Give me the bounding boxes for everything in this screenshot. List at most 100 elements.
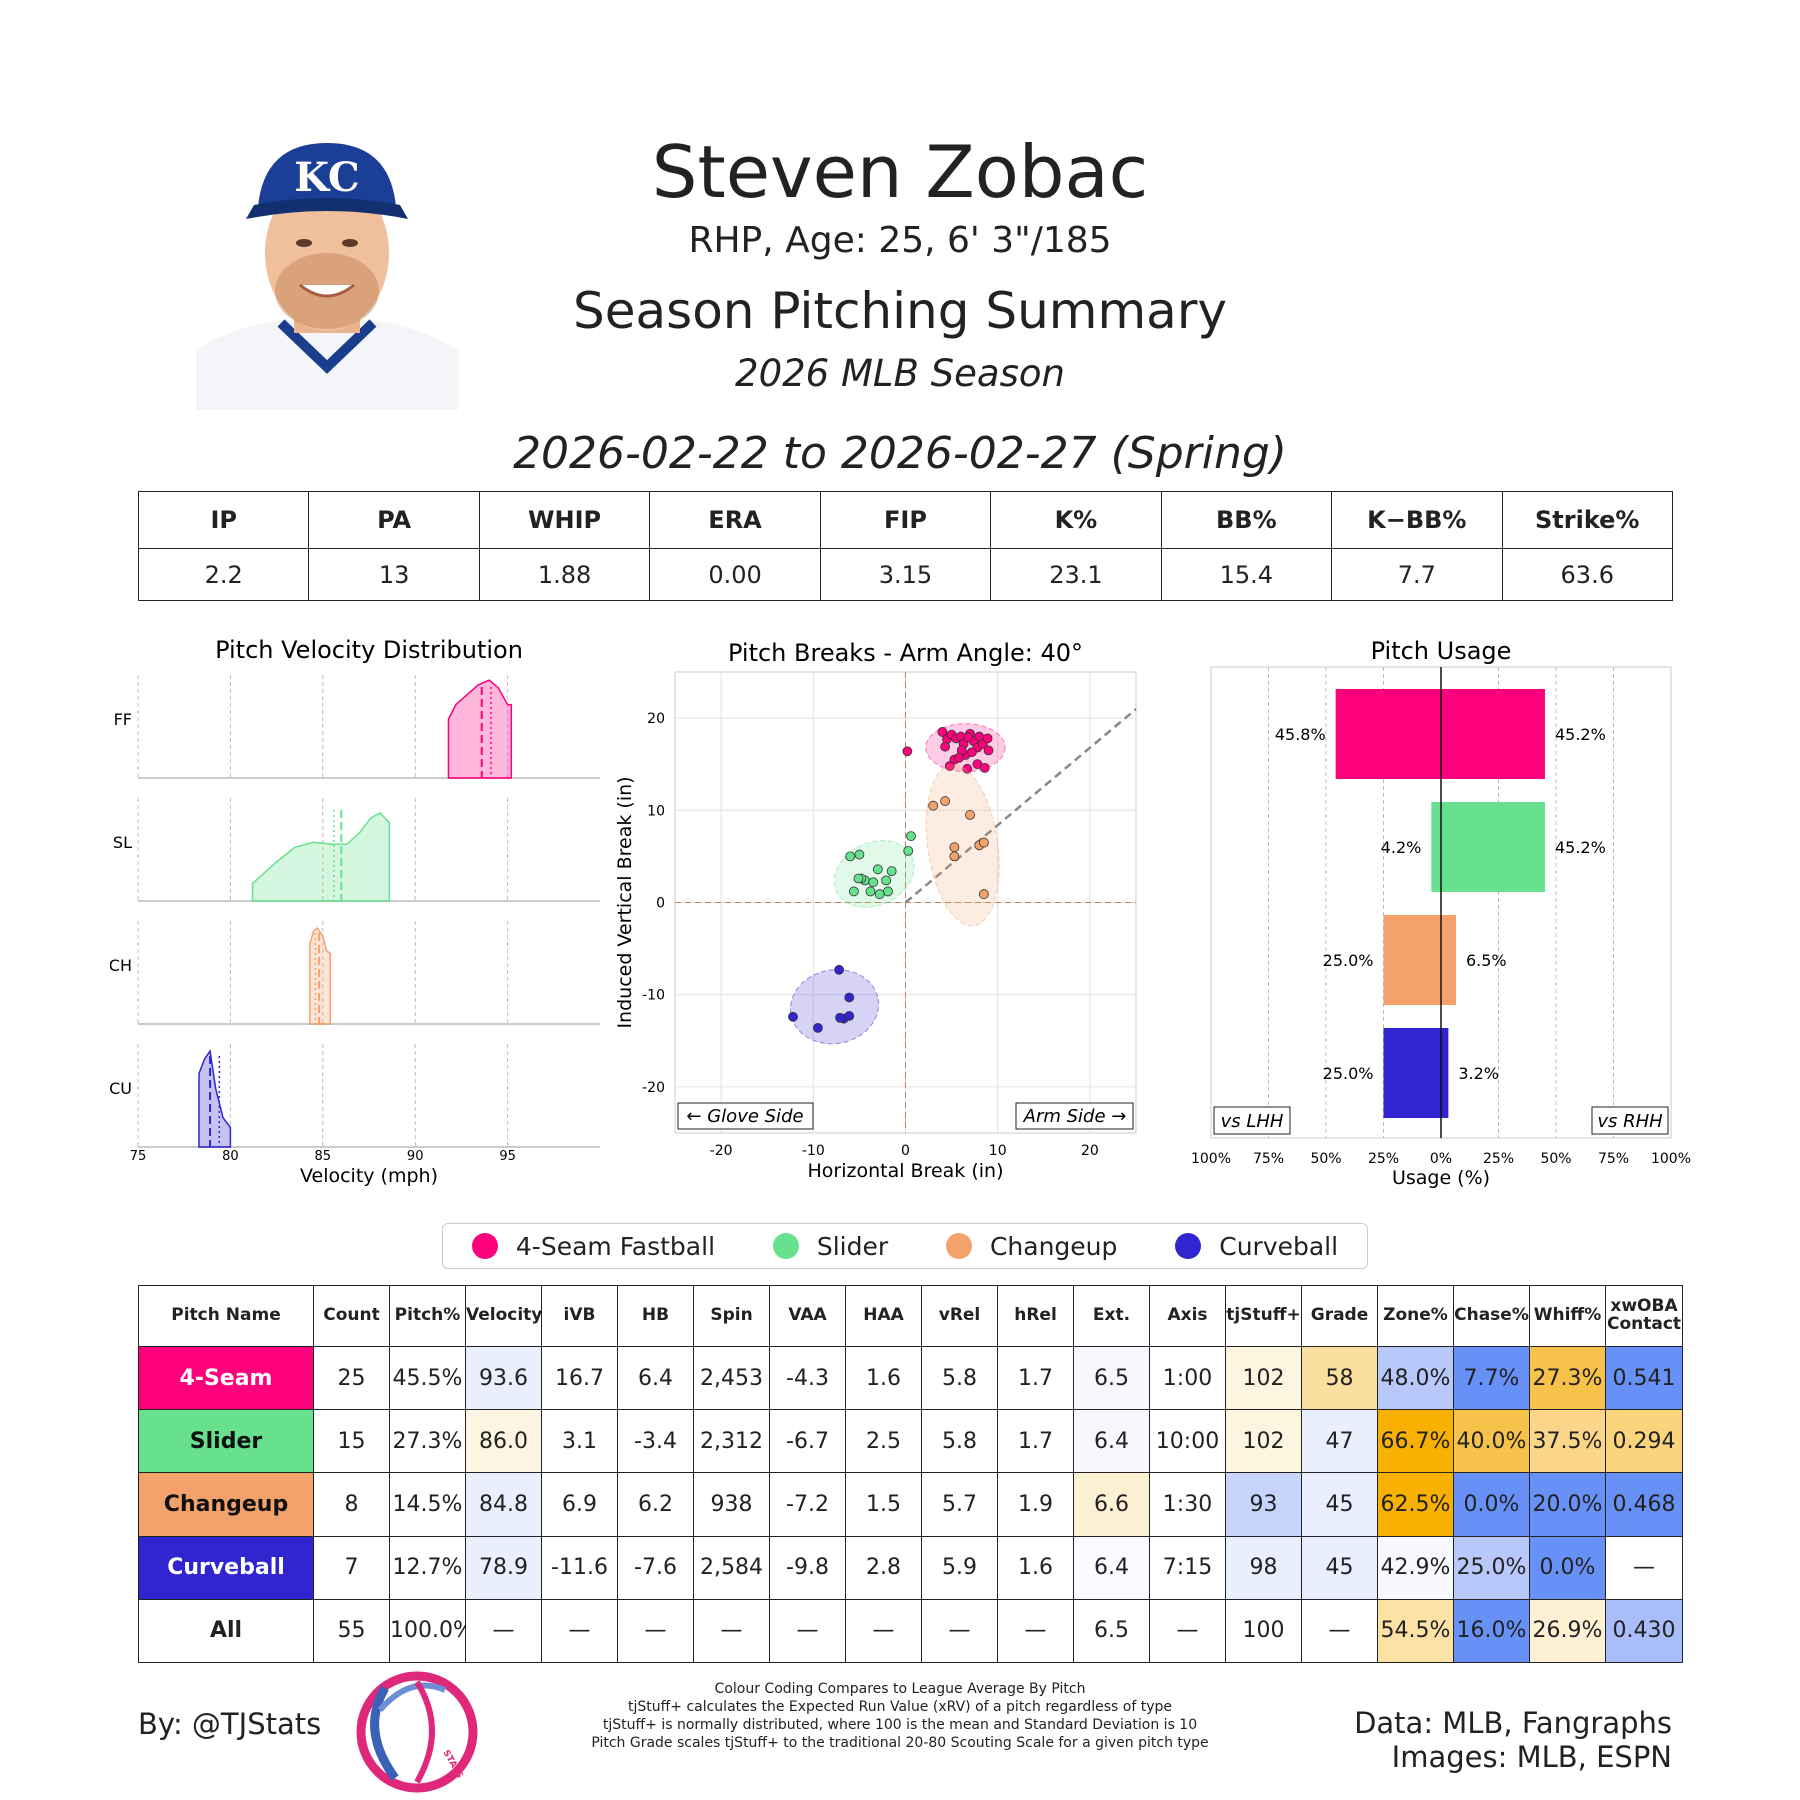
player-headshot: KC [196,135,458,410]
usage-label-lhh: 25.0% [1323,1064,1374,1083]
metric-cell: 37.5% [1529,1409,1606,1474]
pitch-row-sl: Slider 15 27.3% 86.0 3.1 -3.4 2,312 -6.7 2.5 5.8 1… [138,1409,1683,1474]
metric-cell: 16.0% [1453,1598,1530,1664]
data-credits: Data: MLB, Fangraphs Images: MLB, ESPN [1250,1706,1672,1774]
metric-cell: 62.5% [1377,1472,1454,1537]
break-point-cu [788,1011,798,1022]
metric-cell: 100 [1225,1598,1302,1664]
metric-cell: 6.5 [1073,1345,1150,1411]
pitch-name-cell: 4-Seam [138,1345,314,1411]
x-tick-label: 90 [407,1149,424,1164]
metric-cell: 2,312 [693,1409,770,1474]
column-header: Grade [1301,1285,1378,1347]
vs-lhh-label: vs LHH [1213,1106,1291,1135]
metric-cell: 6.6 [1073,1472,1150,1537]
metric-cell: 8 [313,1472,390,1537]
metric-cell: 58 [1301,1345,1378,1411]
metric-cell: 6.9 [541,1472,618,1537]
break-point-cu [844,1011,855,1021]
legend-label: Slider [816,1231,889,1261]
metric-cell: 1.7 [997,1409,1074,1474]
usage-label-lhh: 4.2% [1381,838,1422,857]
break-point-sl [853,873,864,884]
x-tick-label: 50% [1310,1151,1341,1167]
metric-cell: 25.0% [1453,1535,1530,1600]
metric-cell: 5.8 [921,1409,998,1474]
y-axis-label: Induced Vertical Break (in) [614,776,636,1028]
velocity-density-ff [447,679,513,779]
metric-cell: 0.430 [1605,1598,1683,1664]
metric-cell: 1.6 [997,1535,1074,1600]
metric-cell: 45 [1301,1472,1378,1537]
metric-cell: 1.7 [997,1345,1074,1411]
metric-cell: — [997,1598,1074,1664]
metric-cell: 5.9 [921,1535,998,1600]
legend-label: 4-Seam Fastball [515,1231,716,1261]
break-point-ff [902,746,913,757]
pitch-legend: 4-Seam Fastball Slider Changeup Curvebal… [442,1223,1368,1269]
break-point-sl [883,886,893,897]
stat-header: K% [990,491,1162,549]
y-tick-label: 20 [647,711,665,727]
column-header: Axis [1149,1285,1226,1347]
pitch-row-ff: 4-Seam 25 45.5% 93.6 16.7 6.4 2,453 -4.3 1.6 5.8 1… [138,1345,1683,1411]
break-point-sl [872,864,883,875]
metric-cell: 7.7% [1453,1345,1530,1411]
break-point-ff [966,747,977,758]
stat-value: 2.2 [137,548,310,601]
metric-cell: 10:00 [1149,1409,1226,1474]
x-axis-label: Usage (%) [1392,1167,1490,1189]
metric-cell: 27.3% [389,1409,466,1474]
x-axis-label: Velocity (mph) [300,1165,438,1187]
velocity-density-cu [198,1049,232,1148]
usage-bar-lhh-ff [1335,689,1441,779]
metric-cell: 102 [1225,1409,1302,1474]
stat-value: 23.1 [990,548,1162,601]
stat-value: 3.15 [819,548,992,601]
x-tick-label: 95 [499,1149,516,1164]
metric-cell: -4.3 [769,1345,846,1411]
legend-marker [471,1233,498,1259]
break-point-ch [965,810,975,820]
arm-side-annotation: Arm Side → [1015,1102,1134,1130]
x-tick-label: 80 [222,1149,239,1164]
metric-cell: -6.7 [769,1409,846,1474]
summary-title: Season Pitching Summary [573,282,1227,340]
metric-cell: — [1301,1598,1378,1664]
break-point-ff [979,762,990,773]
metric-cell: 84.8 [465,1472,542,1537]
legend-item-cu: Curveball [1175,1232,1338,1261]
usage-label-rhh: 6.5% [1466,951,1507,970]
metric-cell: 7 [313,1535,390,1600]
pitch-name-cell: Slider [138,1409,314,1474]
metric-cell: 1:30 [1149,1472,1226,1537]
metric-cell: -7.2 [769,1472,846,1537]
metric-cell: 26.9% [1529,1598,1606,1664]
metric-cell: 1.5 [845,1472,922,1537]
break-point-ch [940,796,951,806]
chart-title: Pitch Breaks - Arm Angle: 40° [728,639,1083,667]
y-tick-label: -20 [642,1080,665,1096]
usage-bar-rhh-ch [1441,915,1456,1005]
vs-rhh-label: vs RHH [1591,1106,1669,1135]
date-range: 2026-02-22 to 2026-02-27 (Spring) [513,428,1287,479]
break-point-ff [937,727,948,737]
metric-cell: 3.1 [541,1409,618,1474]
x-tick-label: 100% [1191,1151,1231,1167]
velocity-distribution-chart: Pitch Velocity Distribution FF SL CH CU 75 80 8… [110,636,600,1187]
break-point-sl [903,845,914,856]
break-point-sl [868,877,879,888]
usage-label-rhh: 3.2% [1458,1064,1499,1083]
stat-header: IP [137,491,310,549]
column-header: Pitch Name [138,1285,314,1347]
break-point-ff [983,745,994,756]
metric-cell: 0.294 [1605,1409,1683,1474]
pitch-row-label: CH [110,956,132,975]
y-tick-label: 0 [656,896,665,912]
metric-cell: 6.5 [1073,1598,1150,1664]
usage-bar-rhh-cu [1441,1028,1449,1118]
footer-note: Pitch Grade scales tjStuff+ to the tradi… [591,1735,1209,1751]
break-point-ch [949,842,960,853]
stat-header: FIP [819,491,992,549]
legend-item-sl: Slider [772,1231,889,1261]
